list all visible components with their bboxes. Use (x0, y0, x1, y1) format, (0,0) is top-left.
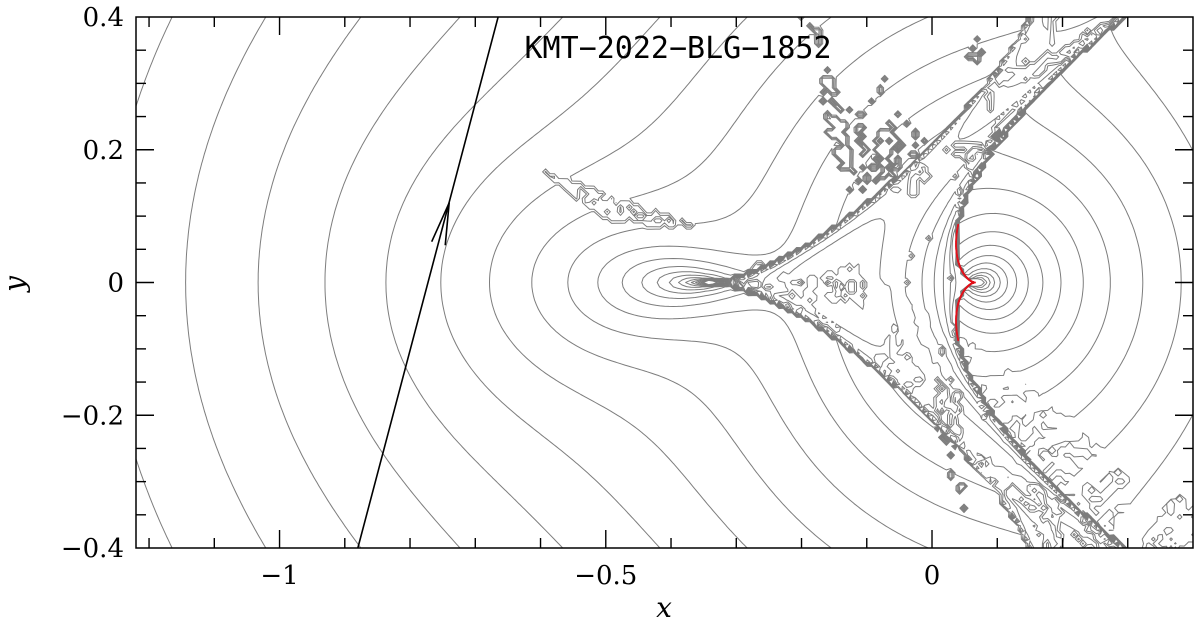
x-tick-label: −0.5 (574, 561, 637, 591)
caustic-central (955, 223, 976, 342)
x-tick-label: 0 (924, 561, 941, 591)
y-tick-label: 0.4 (83, 3, 124, 33)
x-tick-label: −1 (260, 561, 298, 591)
contour-level-26 (324, 17, 461, 548)
magnification-contours (136, 17, 1193, 548)
caustics (955, 223, 976, 342)
source-trajectory (357, 17, 499, 548)
contour-level-37 (678, 17, 1124, 546)
contour-level-29 (489, 17, 1193, 548)
y-axis-label: y (0, 275, 31, 294)
y-tick-label: 0.2 (83, 136, 124, 166)
contour-level-32 (597, 17, 1126, 548)
trajectory-arrow (430, 202, 450, 246)
contour-level-34 (641, 17, 1125, 548)
y-tick-label: 0 (107, 269, 124, 299)
y-tick-label: −0.4 (61, 534, 124, 564)
axis-ticks (136, 17, 1193, 548)
contour-level-25 (257, 17, 362, 548)
contour-level-23 (136, 17, 173, 548)
contour-level-27 (385, 17, 1177, 548)
contour-level-24 (185, 17, 267, 548)
contour-level-33 (621, 17, 1126, 548)
tick-labels: −1 −0.5 0 0.4 0.2 0 −0.2 −0.4 (61, 3, 940, 591)
trajectory-line (357, 17, 499, 548)
chart-title: KMT−2022−BLG−1852 (524, 31, 831, 66)
contour-level-30 (531, 17, 1182, 548)
y-tick-label: −0.2 (61, 401, 124, 431)
contour-level-28 (440, 17, 1193, 548)
contour-level-39 (690, 24, 1115, 541)
x-axis-label: x (656, 591, 672, 624)
contour-level-31 (567, 17, 1144, 548)
